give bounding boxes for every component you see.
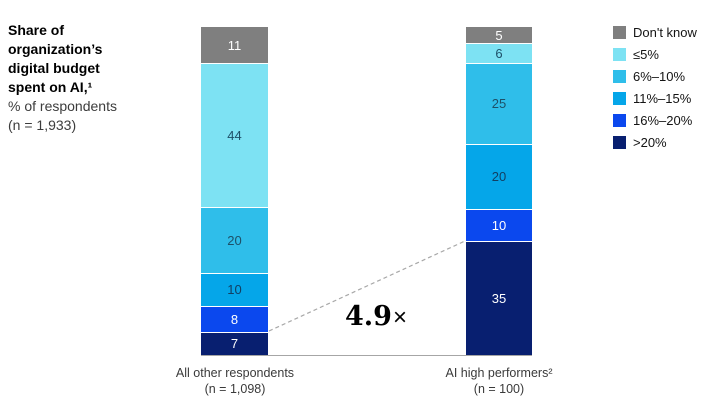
multiplication-sign: × bbox=[392, 304, 407, 331]
legend-label: 11%–15% bbox=[633, 91, 692, 106]
legend-item-6-10pct: 6%–10% bbox=[613, 69, 697, 84]
bar-segment: 10 bbox=[466, 208, 532, 242]
chart-legend: Don't know ≤5% 6%–10% 11%–15% 16%–20% >2… bbox=[613, 25, 697, 158]
segment-value: 8 bbox=[230, 311, 239, 327]
legend-item-gt-20pct: >20% bbox=[613, 135, 697, 150]
legend-swatch bbox=[613, 136, 626, 149]
segment-value: 10 bbox=[491, 218, 507, 234]
bar-segment: 7 bbox=[201, 332, 268, 355]
legend-label: ≤5% bbox=[633, 47, 659, 62]
legend-swatch bbox=[613, 114, 626, 127]
segment-value: 10 bbox=[227, 282, 242, 298]
bar-segment: 11 bbox=[201, 27, 268, 64]
ratio-annotation: 4.9× bbox=[345, 301, 407, 332]
bar-segment: 20 bbox=[201, 207, 268, 273]
segment-value: 20 bbox=[227, 233, 242, 249]
segment-value: 5 bbox=[495, 27, 503, 43]
bar-segment: 10 bbox=[201, 272, 268, 306]
segment-value: 44 bbox=[227, 128, 242, 144]
segment-value: 25 bbox=[491, 96, 507, 112]
bar-label-name: All other respondents bbox=[175, 366, 295, 380]
bar-label-all-other-respondents: All other respondents (n = 1,098) bbox=[130, 366, 340, 397]
chart-sample-size: (n = 1,933) bbox=[8, 117, 77, 133]
legend-swatch bbox=[613, 26, 626, 39]
bar-segment: 35 bbox=[466, 241, 532, 355]
bar-segment: 8 bbox=[201, 305, 268, 333]
legend-item-lte-5pct: ≤5% bbox=[613, 47, 697, 62]
legend-item-16-20pct: 16%–20% bbox=[613, 113, 697, 128]
chart-title-line: Share of bbox=[8, 22, 65, 38]
bar-all-other-respondents: 11 44 20 10 8 7 bbox=[201, 27, 268, 355]
legend-label: 6%–10% bbox=[633, 69, 686, 84]
x-axis-baseline bbox=[201, 355, 532, 356]
legend-label: Don't know bbox=[633, 25, 697, 40]
bar-segment: 44 bbox=[201, 63, 268, 208]
segment-value: 35 bbox=[491, 291, 507, 307]
bar-label-ai-high-performers: AI high performers² (n = 100) bbox=[394, 366, 604, 397]
bar-segment: 25 bbox=[466, 62, 532, 144]
bar-segment: 6 bbox=[466, 43, 532, 63]
bar-label-n: (n = 1,098) bbox=[204, 381, 266, 396]
ratio-value: 4.9 bbox=[345, 301, 392, 332]
chart-title-line: spent on AI,¹ bbox=[8, 79, 93, 95]
legend-label: 16%–20% bbox=[633, 113, 693, 128]
segment-value: 6 bbox=[495, 45, 503, 61]
segment-value: 11 bbox=[227, 37, 242, 53]
chart-title-line: digital budget bbox=[8, 60, 100, 76]
legend-label: >20% bbox=[633, 135, 667, 150]
segment-value: 20 bbox=[491, 169, 507, 185]
bar-label-name: AI high performers² bbox=[445, 366, 553, 380]
bar-label-n: (n = 100) bbox=[473, 381, 525, 396]
bar-ai-high-performers: 5 6 25 20 10 35 bbox=[466, 27, 532, 355]
segment-value: 7 bbox=[230, 336, 239, 352]
legend-item-11-15pct: 11%–15% bbox=[613, 91, 697, 106]
legend-swatch bbox=[613, 92, 626, 105]
chart-header: Share of organization’s digital budget s… bbox=[8, 21, 173, 135]
chart-title-line: organization’s bbox=[8, 41, 103, 57]
bar-segment: 20 bbox=[466, 143, 532, 209]
chart-subtitle: % of respondents bbox=[8, 98, 117, 114]
legend-swatch bbox=[613, 48, 626, 61]
legend-item-dont-know: Don't know bbox=[613, 25, 697, 40]
bar-segment: 5 bbox=[466, 27, 532, 44]
legend-swatch bbox=[613, 70, 626, 83]
